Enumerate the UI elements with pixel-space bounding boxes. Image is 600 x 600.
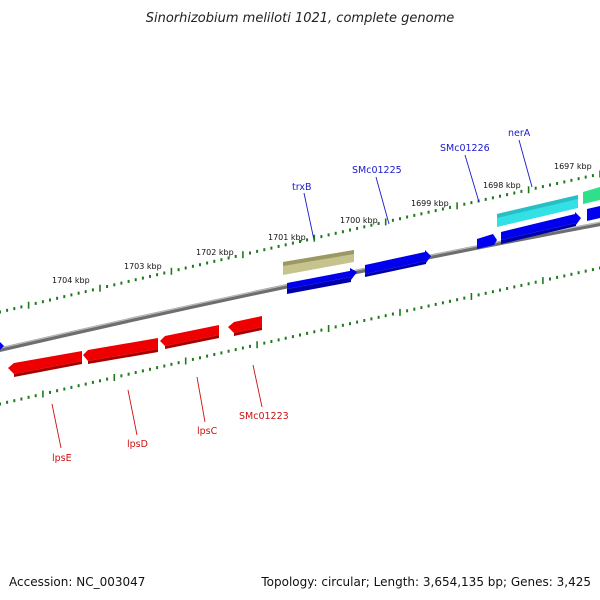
leader-SMc01226 — [464, 154, 480, 203]
gene-SMc01226[interactable] — [477, 234, 497, 249]
leader-SMc01225 — [375, 176, 390, 225]
gene-label-leaders — [51, 139, 533, 449]
leader-nerA — [518, 139, 533, 188]
scale-label: 1697 kbp — [554, 162, 592, 171]
forward-strand-genes — [0, 187, 600, 350]
scale-ticks-bottom — [0, 266, 600, 406]
scale-label: 1703 kbp — [124, 262, 162, 271]
gene-label-lpsE[interactable]: lpsE — [52, 453, 72, 464]
scale-label: 1704 kbp — [52, 276, 90, 285]
scale-label: 1701 kbp — [268, 233, 306, 242]
gene-green[interactable] — [583, 187, 600, 204]
gene-forward-arrow[interactable] — [501, 212, 581, 244]
accession-label: Accession: NC_003047 — [9, 575, 145, 589]
leader-trxB — [303, 192, 315, 241]
scale-label: 1700 kbp — [340, 216, 378, 225]
gene-lpsE[interactable] — [8, 351, 82, 377]
gene-forward-arrow[interactable] — [287, 268, 357, 294]
gene-label-nerA[interactable]: nerA — [508, 128, 531, 139]
scale-label: 1698 kbp — [483, 181, 521, 190]
gene-label-lpsC[interactable]: lpsC — [197, 426, 218, 437]
leader-SMc01223 — [252, 364, 263, 408]
scale-labels: 1704 kbp 1703 kbp 1702 kbp 1701 kbp 1700… — [52, 162, 592, 285]
genome-summary: Topology: circular; Length: 3,654,135 bp… — [260, 575, 591, 589]
gene-labels-reverse: lpsE lpsD lpsC SMc01223 — [52, 411, 289, 464]
gene-label-SMc01225[interactable]: SMc01225 — [352, 165, 402, 176]
leader-lpsC — [196, 376, 206, 423]
gene-SMc01225[interactable] — [365, 250, 431, 277]
leader-lpsD — [127, 389, 138, 436]
leader-lpsE — [51, 403, 62, 449]
genome-title: Sinorhizobium meliloti 1021, complete ge… — [146, 11, 455, 26]
scale-label: 1699 kbp — [411, 199, 449, 208]
gene-trxB[interactable] — [283, 250, 354, 275]
reverse-strand-genes — [8, 316, 262, 377]
scale-label: 1702 kbp — [196, 248, 234, 257]
gene-label-SMc01226[interactable]: SMc01226 — [440, 143, 490, 154]
gene-forward-arrow[interactable] — [587, 206, 600, 221]
gene-nerA[interactable] — [497, 195, 578, 227]
gene-lpsD[interactable] — [83, 338, 158, 364]
gene-label-SMc01223[interactable]: SMc01223 — [239, 411, 289, 422]
gene-SMc01223[interactable] — [228, 316, 262, 336]
gene-label-lpsD[interactable]: lpsD — [127, 439, 148, 450]
gene-label-trxB[interactable]: trxB — [292, 182, 312, 193]
scale-ticks-top — [0, 170, 600, 314]
gene-lpsC[interactable] — [160, 325, 219, 349]
gene-labels-forward: trxB SMc01225 SMc01226 nerA — [292, 128, 531, 193]
gene-forward-arrow[interactable] — [0, 342, 4, 350]
